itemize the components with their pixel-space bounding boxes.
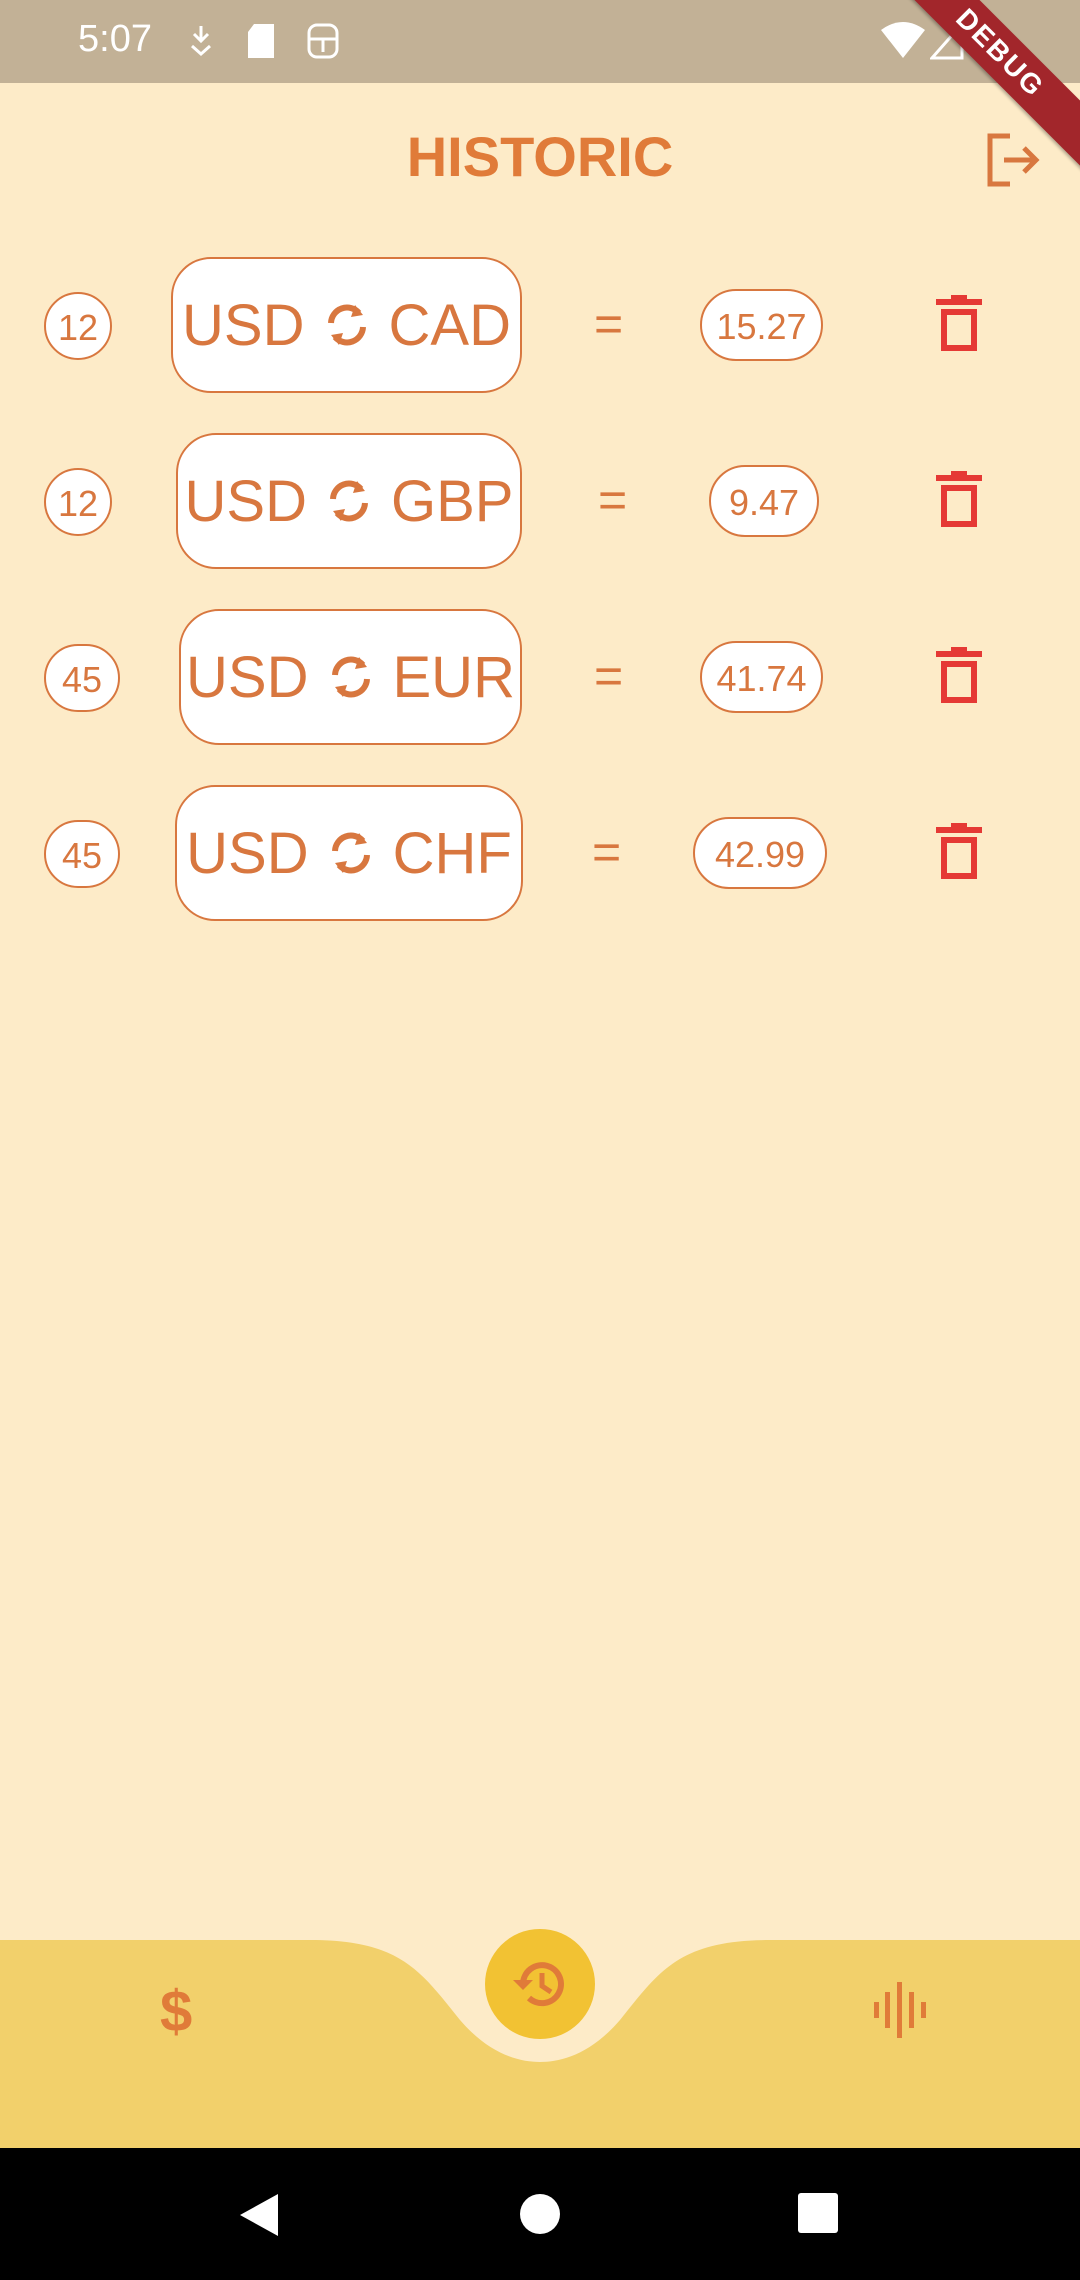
from-currency: USD (182, 292, 305, 358)
swap-icon (331, 832, 370, 874)
currency-pair[interactable]: USD GBP (176, 433, 522, 569)
trash-icon[interactable] (934, 471, 984, 529)
trash-icon[interactable] (934, 647, 984, 705)
swap-icon (331, 656, 370, 698)
page-title: HISTORIC (406, 125, 674, 188)
swap-icon (329, 480, 368, 522)
result-badge: 9.47 (709, 465, 819, 537)
from-currency: USD (184, 468, 307, 534)
nav-background (0, 1940, 1080, 2148)
history-row: 12 USD CAD = 15.27 (0, 257, 1080, 397)
equals-sign: = (592, 824, 622, 880)
history-icon (513, 1962, 564, 2007)
from-currency: USD (186, 644, 309, 710)
history-row: 12 USD GBP = 9.47 (0, 433, 1080, 573)
equals-sign: = (594, 648, 624, 704)
sound-wave-icon[interactable] (872, 1982, 928, 2038)
logout-icon[interactable] (980, 128, 1044, 192)
to-currency: EUR (392, 644, 515, 710)
currency-pair[interactable]: USD EUR (179, 609, 522, 745)
history-row: 45 USD CHF = 42.99 (0, 785, 1080, 925)
home-icon[interactable] (518, 2192, 562, 2236)
bottom-nav (0, 1940, 1080, 2148)
currency-pair[interactable]: USD CAD (171, 257, 522, 393)
back-icon[interactable] (238, 2192, 280, 2238)
equals-sign: = (598, 472, 628, 528)
to-currency: CHF (392, 820, 512, 886)
system-nav-bar (0, 2148, 1080, 2280)
trash-icon[interactable] (934, 295, 984, 353)
amount-badge: 12 (44, 292, 112, 360)
history-row: 45 USD EUR = 41.74 (0, 609, 1080, 749)
sd-card-icon (248, 24, 274, 58)
result-badge: 41.74 (700, 641, 823, 713)
from-currency: USD (186, 820, 309, 886)
nav-history-tab[interactable] (485, 1929, 595, 2039)
result-badge: 15.27 (700, 289, 823, 361)
swap-icon (327, 304, 366, 346)
to-currency: CAD (388, 292, 511, 358)
notification-icon (307, 23, 339, 59)
equals-sign: = (594, 296, 624, 352)
to-currency: GBP (390, 468, 514, 534)
result-badge: 42.99 (693, 817, 827, 889)
amount-badge: 45 (44, 820, 120, 888)
trash-icon[interactable] (934, 823, 984, 881)
wifi-icon (881, 22, 925, 58)
status-bar: 5:07 DEBUG (0, 0, 1080, 176)
status-time: 5:07 (78, 18, 152, 60)
download-icon (191, 26, 211, 57)
recents-icon[interactable] (798, 2193, 838, 2233)
amount-badge: 12 (44, 468, 112, 536)
currency-pair[interactable]: USD CHF (175, 785, 523, 921)
nav-currency-tab[interactable]: $ (160, 1979, 193, 2044)
amount-badge: 45 (44, 644, 120, 712)
